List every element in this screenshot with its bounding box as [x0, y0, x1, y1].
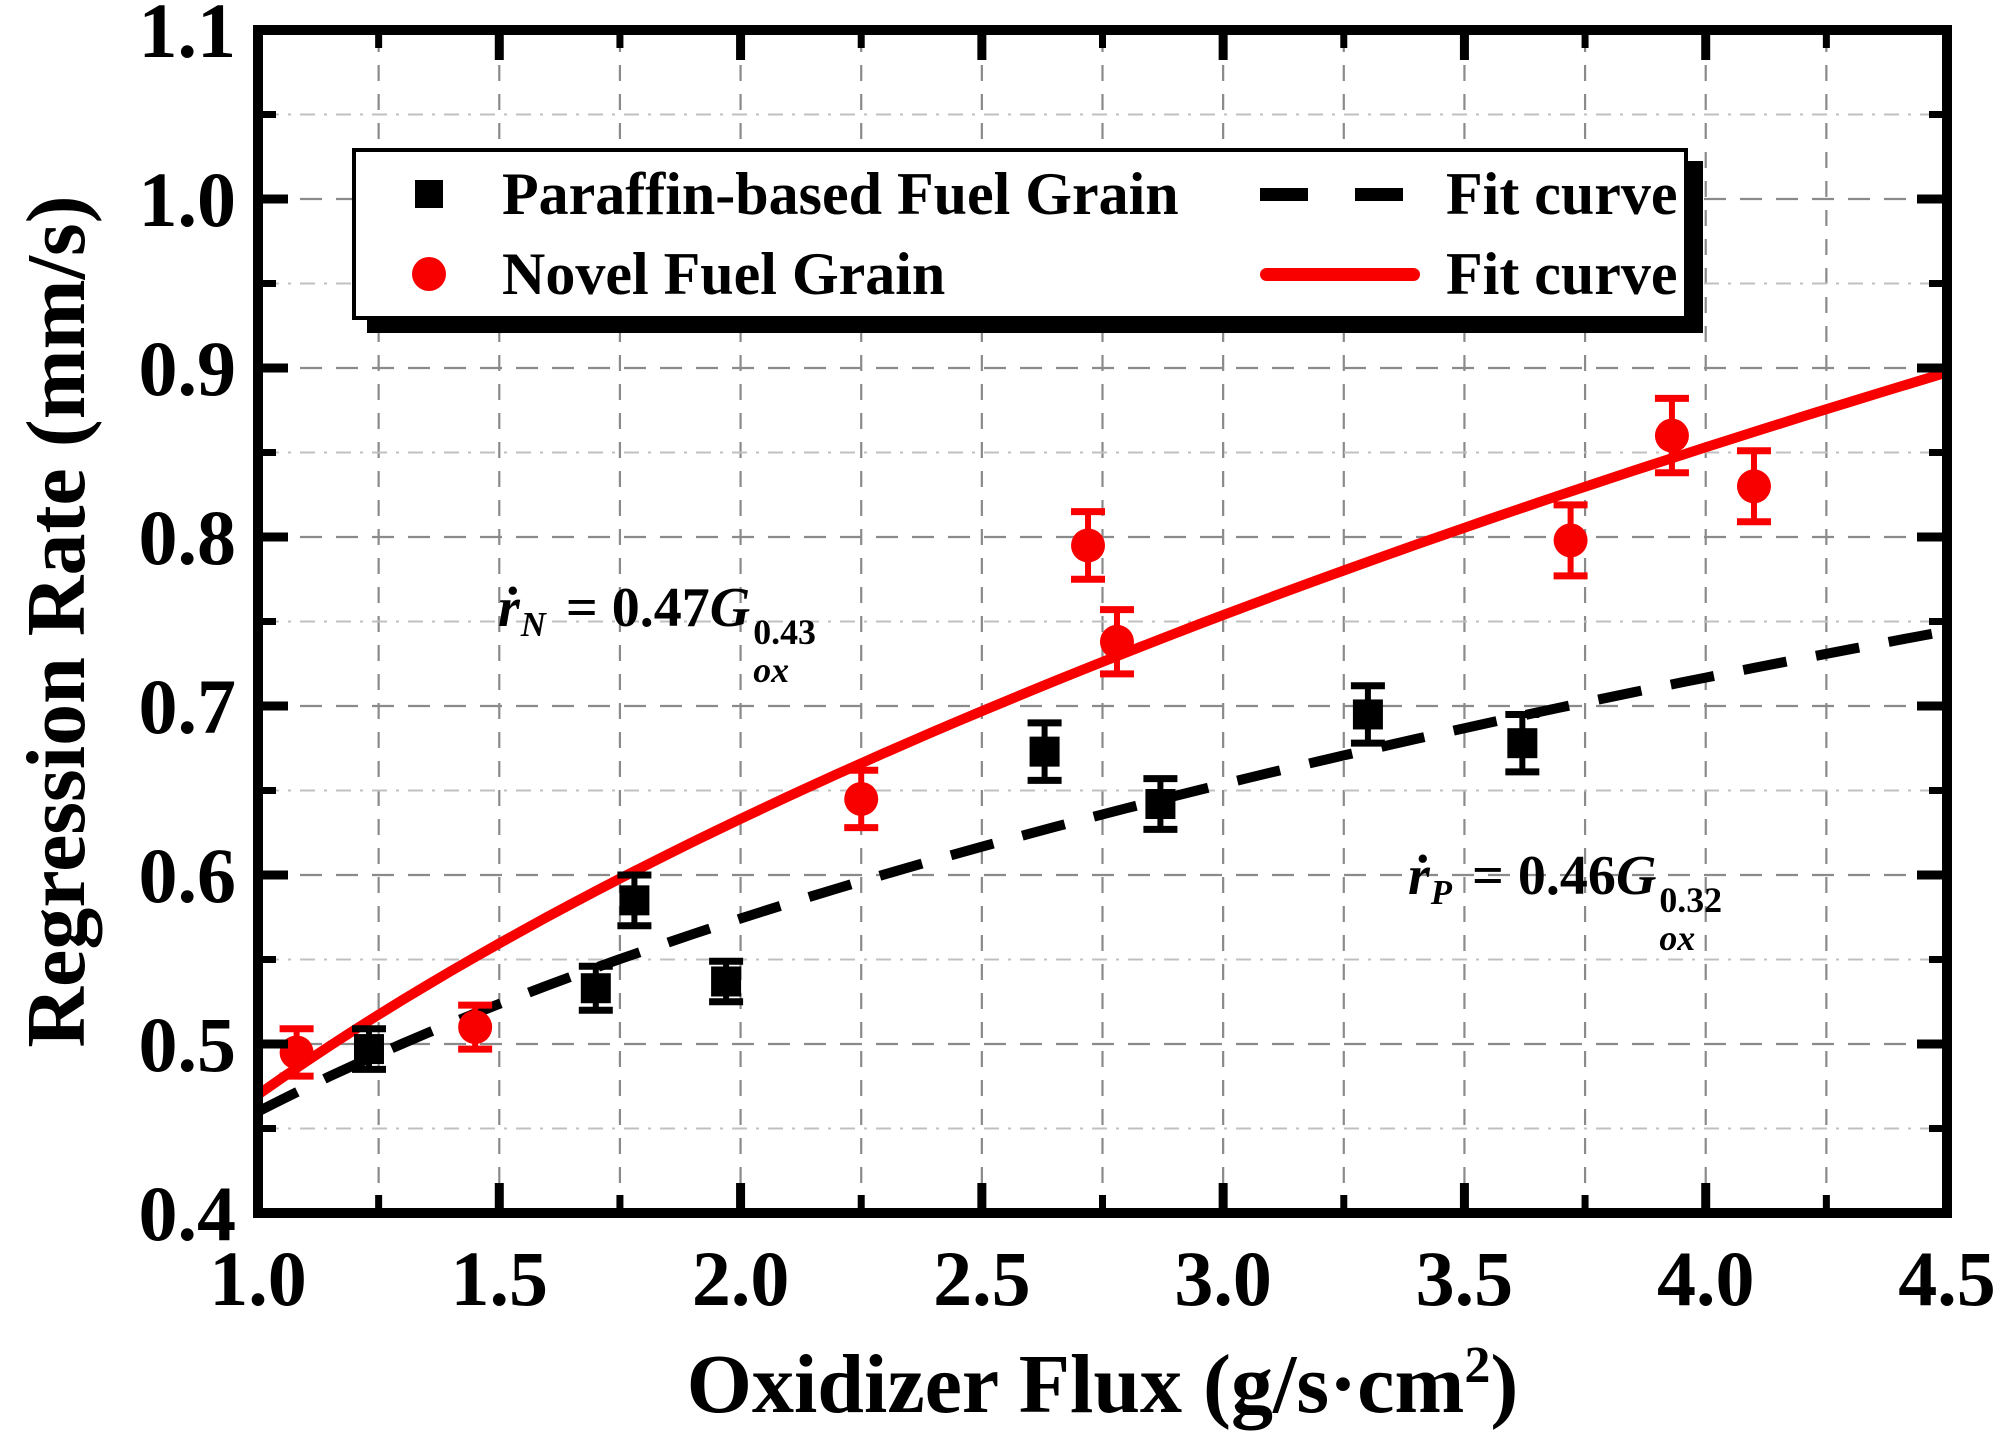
equation-coefficient: = 0.47 — [551, 577, 710, 639]
axis-ticks — [262, 34, 1943, 1209]
data-point-square — [619, 885, 650, 916]
fit-equation-paraffin: ṙP = 0.46G 0.32 ox — [1408, 844, 1722, 957]
data-point-circle — [1071, 528, 1106, 563]
series-paraffin — [351, 682, 1540, 1073]
r-dot-symbol: ṙ — [498, 577, 520, 639]
data-point-circle — [1099, 624, 1134, 659]
dashed-line-sample-icon — [1260, 187, 1420, 201]
fit-curve-novel — [255, 367, 1949, 1099]
solid-line-sample-icon — [1260, 267, 1420, 281]
x-tick-label: 1.0 — [209, 1235, 307, 1322]
equation-exponent: 0.32 — [1659, 879, 1723, 920]
equation-supsub: 0.32 ox — [1659, 879, 1723, 958]
legend-line-cell — [1260, 267, 1432, 281]
y-tick-label: 1.0 — [139, 156, 237, 243]
x-tick-label: 1.5 — [451, 1235, 549, 1322]
data-point-circle — [844, 781, 879, 816]
legend-fit-label-novel: Fit curve — [1446, 240, 1678, 307]
x-tick-label: 4.5 — [1898, 1235, 1996, 1322]
y-tick-label: 0.8 — [139, 494, 237, 581]
y-tick-label: 0.5 — [139, 1001, 237, 1088]
y-tick-labels: 0.4 0.5 0.6 0.7 0.8 0.9 1.0 1.1 — [139, 0, 237, 1257]
g-symbol: G — [1615, 845, 1657, 907]
square-marker-icon — [415, 180, 443, 208]
circle-marker-icon — [412, 257, 446, 291]
legend-label-paraffin: Paraffin-based Fuel Grain — [502, 160, 1179, 227]
x-axis-title: Oxidizer Flux (g/s·cm2) — [687, 1337, 1519, 1431]
data-point-circle — [279, 1035, 314, 1070]
y-tick-label: 1.1 — [139, 0, 237, 74]
data-point-circle — [458, 1010, 493, 1045]
x-tick-label: 2.0 — [692, 1235, 790, 1322]
data-point-circle — [1736, 469, 1771, 504]
data-point-square — [353, 1034, 384, 1065]
legend-marker-cell — [356, 180, 502, 208]
data-point-square — [1029, 736, 1060, 767]
data-point-square — [1145, 789, 1176, 820]
fit-equation-novel: ṙN = 0.47G 0.43 ox — [498, 576, 816, 689]
fit-curves — [255, 367, 1949, 1117]
equation-subscript: N — [520, 604, 546, 644]
y-axis-title: Regression Rate (mm/s) — [10, 195, 103, 1047]
x-tick-label: 2.5 — [933, 1235, 1031, 1322]
data-point-square — [711, 966, 742, 997]
equation-coefficient: = 0.46 — [1458, 845, 1616, 907]
legend-label-novel: Novel Fuel Grain — [502, 240, 946, 307]
legend-row-novel: Novel Fuel Grain Fit curve — [356, 234, 1684, 314]
plot-frame — [253, 25, 1952, 1218]
legend-marker-cell — [356, 257, 502, 291]
data-point-square — [1507, 728, 1538, 759]
x-tick-label: 3.5 — [1416, 1235, 1514, 1322]
x-tick-labels: 1.0 1.5 2.0 2.5 3.0 3.5 4.0 4.5 — [209, 1235, 1996, 1322]
equation-base-sub: ox — [1659, 917, 1696, 958]
equation-subscript: P — [1430, 872, 1453, 912]
data-point-square — [1352, 699, 1383, 730]
y-tick-label: 0.6 — [139, 832, 237, 919]
legend: Paraffin-based Fuel Grain Fit curve Nove… — [352, 148, 1688, 320]
equation-exponent: 0.43 — [753, 611, 816, 652]
y-tick-label: 0.9 — [139, 325, 237, 412]
r-dot-symbol: ṙ — [1408, 845, 1430, 907]
equation-base-sub: ox — [753, 649, 790, 690]
legend-row-paraffin: Paraffin-based Fuel Grain Fit curve — [356, 154, 1684, 234]
legend-fit-label-paraffin: Fit curve — [1446, 160, 1678, 227]
data-point-circle — [1654, 418, 1689, 453]
x-tick-label: 4.0 — [1657, 1235, 1755, 1322]
fit-curve-paraffin — [255, 626, 1948, 1117]
g-symbol: G — [709, 577, 751, 639]
data-point-circle — [1553, 523, 1588, 558]
legend-line-cell — [1260, 187, 1432, 201]
data-point-square — [580, 973, 611, 1004]
y-tick-label: 0.4 — [139, 1170, 237, 1257]
x-tick-label: 3.0 — [1174, 1235, 1272, 1322]
equation-supsub: 0.43 ox — [753, 611, 816, 690]
series-novel — [279, 394, 1771, 1080]
y-tick-label: 0.7 — [139, 663, 237, 750]
